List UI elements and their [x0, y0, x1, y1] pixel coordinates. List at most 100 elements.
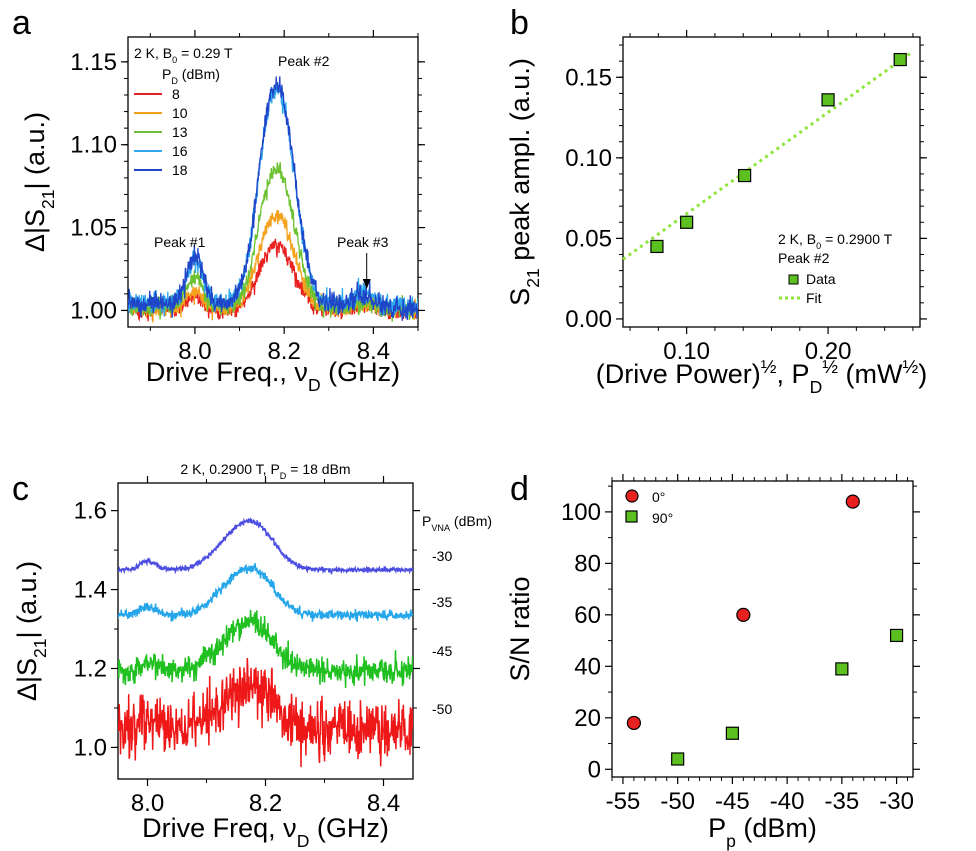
panel-b-data-point: [821, 93, 835, 107]
panel-b-legend-data-label: Data: [806, 271, 836, 287]
panel-b-legend-fit-label: Fit: [806, 290, 822, 306]
panel-c-series-line--30: [118, 516, 413, 575]
panel-c-legend-label: -45: [432, 643, 452, 659]
panel-b-chart: 0.10 0.20 0.00 0.05 0.10 0.15 2 K, B0 = 0.2900…: [505, 30, 927, 397]
panel-d-x-axis-label-part: p: [726, 831, 736, 851]
panel-b-xtick-label: 0.20: [805, 338, 852, 365]
panel-c-x-axis-label: Drive Freq, νD (GHz): [142, 813, 389, 851]
panel-b-data-point: [893, 52, 907, 67]
panel-c-series-line--50: [118, 657, 413, 768]
panel-d-x-axis-label-part: (dBm): [736, 813, 817, 843]
panel-d-y-axis-label: S/N ratio: [505, 576, 535, 681]
panel-c-series-line--45: [118, 609, 413, 689]
panel-a-y-axis-label-part: | (a.u.): [20, 112, 50, 190]
panel-d-xtick-label: -30: [879, 788, 914, 815]
panel-d-legend-90deg-label: 90°: [652, 510, 673, 526]
panel-b-y-axis-label-part: peak ampl. (a.u.): [505, 58, 535, 268]
panel-a-x-axis-label-part: Drive Freq., ν: [146, 357, 308, 387]
panel-a-y-axis-label-part: 21: [38, 189, 58, 209]
panel-c-legend-title-part: P: [422, 513, 431, 529]
panel-d-ytick-label: 100: [561, 499, 601, 526]
panel-a-legend-title-part: (dBm): [178, 66, 220, 82]
panel-a-ytick-label: 1.05: [70, 215, 117, 242]
panel-d-ytick-label: 0: [588, 756, 601, 783]
panel-c-x-axis-label-part: (GHz): [309, 813, 388, 843]
panel-c-x-axis-label-part: D: [297, 831, 310, 851]
panel-b-ytick-label: 0.15: [565, 64, 612, 91]
panel-a-ytick-label: 1.10: [70, 132, 117, 159]
panel-c-legend-title-part: VNA: [431, 523, 451, 533]
panel-a-legend-label: 18: [172, 162, 188, 178]
panel-d-x-axis-label-part: P: [708, 813, 726, 843]
panel-b-x-axis-label-part: ½: [822, 357, 838, 378]
panel-d-chart: -55 -50 -45 -40 -35 -30 0 20 40 60 80 100 0° 90° Pp (d…: [505, 474, 920, 851]
panel-a-x-axis-label: Drive Freq., νD (GHz): [146, 357, 400, 395]
panel-b-x-axis-label-part: (mW: [838, 359, 903, 389]
panel-c-legend-title: PVNA (dBm): [422, 513, 492, 533]
panel-d-xtick-label: -35: [825, 788, 860, 815]
panel-a-condition-label-part: 0: [172, 55, 177, 65]
panel-d-x-axis-label: Pp (dBm): [708, 813, 817, 851]
panel-b-x-axis-label-part: , P: [777, 359, 810, 389]
panel-c-chart: 8.0 8.2 8.41.01.21.41.62 K, 0.2900 T, PD =…: [12, 461, 492, 851]
panel-c-y-axis-label: Δ|S21| (a.u.): [12, 561, 50, 701]
panel-b-x-axis-label: (Drive Power)½, PD½ (mW½): [596, 357, 927, 398]
panel-b-y-axis-label-part: 21: [523, 268, 543, 288]
panel-b-data-point: [650, 239, 664, 254]
panel-d-xtick-label: -45: [715, 788, 750, 815]
panel-d-ytick-label: 60: [574, 602, 601, 629]
panel-b-data-point: [738, 168, 752, 183]
panel-a-condition-label: 2 K, B0 = 0.29 T: [134, 45, 233, 65]
panel-c-title-part: D: [280, 471, 287, 481]
panel-d-point-90deg: [725, 726, 740, 740]
panel-d-point-0deg: [845, 494, 860, 509]
panel-b-y-axis-label: S21 peak ampl. (a.u.): [505, 58, 543, 306]
panel-b-fit-line: [622, 50, 914, 261]
panel-a-condition-label-part: 2 K, B: [134, 45, 172, 61]
panel-a-legend-title: PD (dBm): [162, 66, 220, 86]
panel-c-y-axis-label-part: | (a.u.): [12, 561, 42, 639]
panel-a-series-group: [128, 76, 418, 323]
panel-c-xtick-label: 8.2: [249, 790, 282, 817]
panel-b-x-axis-label-part: D: [810, 377, 823, 397]
panel-c-x-axis-label-part: Drive Freq, ν: [142, 813, 297, 843]
panel-a-peak2-label: Peak #2: [278, 53, 330, 69]
panel-b-x-axis-label-part: ): [918, 359, 927, 389]
panel-c-ytick-label: 1.2: [74, 655, 107, 682]
panel-a-peak1-label: Peak #1: [154, 234, 206, 250]
panel-b-data-point: [680, 215, 694, 229]
panel-letter-c: c: [12, 470, 29, 508]
panel-b-ytick-label: 0.05: [565, 225, 612, 252]
panel-d-plot-frame: [611, 480, 914, 778]
panel-a-peak3-arrowhead: [362, 279, 371, 289]
panel-d-point-90deg: [889, 628, 904, 643]
panel-a-ytick-label: 1.00: [70, 297, 117, 324]
panel-a-ytick-label: 1.15: [70, 49, 117, 76]
panel-a-legend-label: 8: [172, 86, 180, 102]
panel-b-condition-label-part: = 0.2900 T: [821, 231, 892, 247]
panel-c-xtick-label: 8.4: [367, 790, 400, 817]
panel-b-ytick-label: 0.00: [565, 306, 612, 333]
panel-a-y-axis-label: Δ|S21| (a.u.): [20, 112, 58, 252]
panel-c-legend-label: -50: [432, 701, 452, 717]
panel-a-legend-title-part: P: [162, 66, 171, 82]
panel-c-legend-title-part: (dBm): [450, 513, 492, 529]
panel-c-series-group: [118, 516, 413, 768]
panel-a-xtick-label: 8.2: [267, 338, 300, 365]
panel-c-title-part: 2 K, 0.2900 T, P: [180, 461, 279, 477]
panel-d-ytick-label: 80: [574, 550, 601, 577]
panel-c-title-part: = 18 dBm: [286, 461, 350, 477]
panel-b-condition-label-part: 2 K, B: [778, 231, 816, 247]
panel-a-series-line-18: [128, 76, 418, 321]
panel-b-x-axis-label-part: (Drive Power): [596, 359, 761, 389]
panel-d-legend-0deg-swatch: [625, 489, 639, 503]
panel-b-x-axis-label-part: ½: [902, 357, 918, 378]
panel-b-peak-label: Peak #2: [778, 250, 830, 266]
panel-a-y-axis-label-part: Δ|S: [20, 209, 50, 252]
panel-d-legend-90deg-swatch: [625, 510, 638, 523]
panel-d-point-90deg: [835, 662, 849, 676]
panel-d-point-90deg: [671, 752, 685, 766]
panel-c-y-axis-label-part: Δ|S: [12, 658, 42, 701]
